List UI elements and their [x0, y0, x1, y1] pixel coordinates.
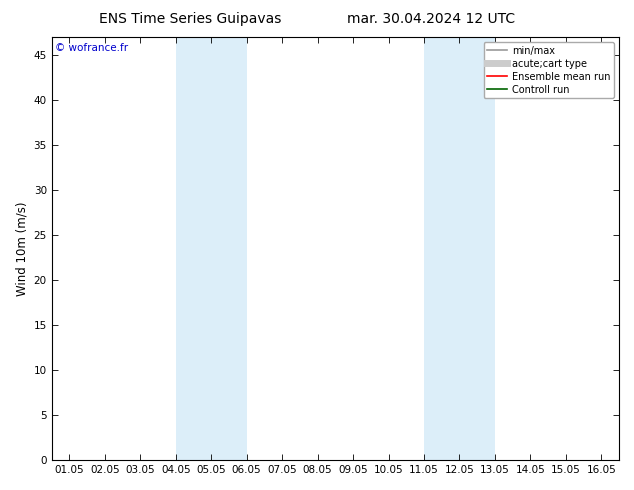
Text: © wofrance.fr: © wofrance.fr	[55, 44, 127, 53]
Legend: min/max, acute;cart type, Ensemble mean run, Controll run: min/max, acute;cart type, Ensemble mean …	[484, 42, 614, 98]
Bar	[424, 37, 495, 460]
Text: ENS Time Series Guipavas: ENS Time Series Guipavas	[99, 12, 281, 26]
Text: mar. 30.04.2024 12 UTC: mar. 30.04.2024 12 UTC	[347, 12, 515, 26]
Y-axis label: Wind 10m (m/s): Wind 10m (m/s)	[15, 201, 28, 296]
Bar	[176, 37, 247, 460]
